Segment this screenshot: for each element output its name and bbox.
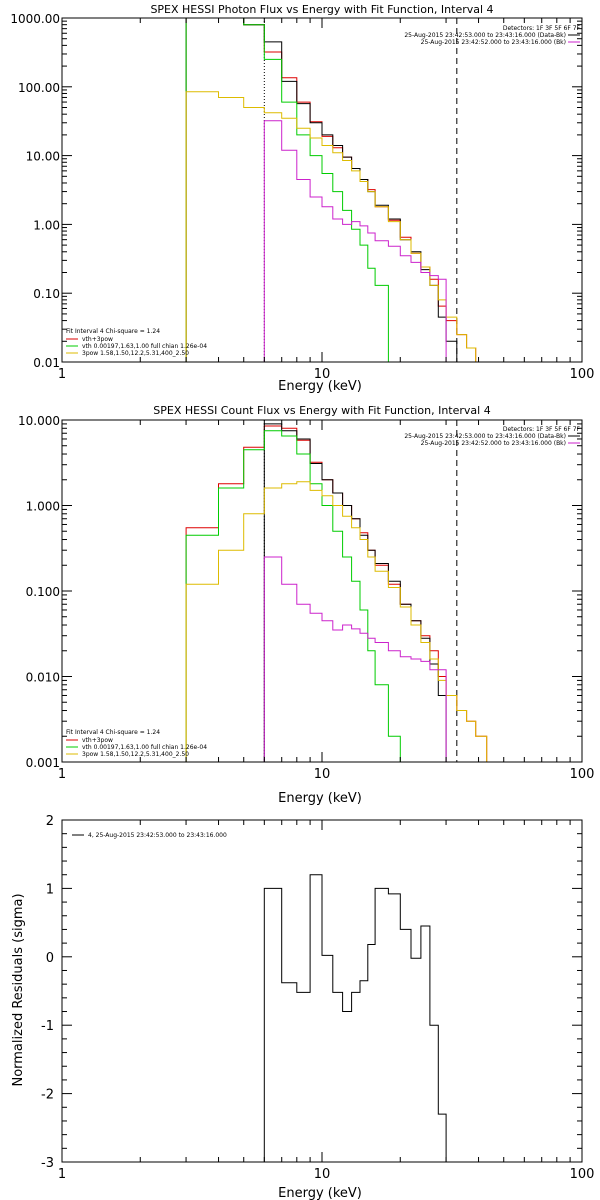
count-fit-legend: Fit Interval 4 Chi-square = 1.24 vth+3po…	[66, 729, 207, 758]
photon-x-tick-label: 100	[570, 367, 595, 382]
residuals-x-tick-label: 1	[58, 1167, 66, 1182]
photon-series-vth-thick	[185, 18, 488, 362]
residuals-y-tick-label: 1	[46, 882, 54, 897]
photon-y-tick-label: 100.00	[18, 81, 60, 95]
photon-title: SPEX HESSI Photon Flux vs Energy with Fi…	[150, 3, 493, 16]
photon-x-label: Energy (keV)	[278, 379, 362, 394]
count-interval-legend: 25-Aug-2015 23:42:53.000 to 23:43:16.000…	[404, 433, 580, 447]
count-y-tick-label: 0.100	[26, 585, 60, 599]
photon-y-tick-label: 1000.00	[10, 12, 60, 26]
residuals-series-residuals	[263, 874, 447, 1162]
count-detectors-text: Detectors: 1F 3F 5F 6F 7F	[503, 426, 581, 433]
residuals-y-tick-label: -3	[41, 1156, 54, 1171]
count-y-tick-label: 0.001	[26, 756, 60, 770]
count-series-data	[263, 423, 447, 762]
count-series-vth-thick	[185, 425, 488, 762]
photon-y-tick-label: 0.01	[33, 356, 60, 370]
photon-y-tick-label: 0.10	[33, 287, 60, 301]
count-series-bk	[263, 556, 447, 762]
photon-y-tick-label: 1.00	[33, 218, 60, 232]
residuals-y-tick-label: 2	[46, 814, 54, 829]
count-fit-header: Fit Interval 4 Chi-square = 1.24	[66, 729, 160, 736]
photon-interval-legend: 25-Aug-2015 23:42:53.000 to 23:43:16.000…	[404, 32, 580, 46]
photon-flux-panel: SPEX HESSI Photon Flux vs Energy with Fi…	[10, 3, 595, 394]
residuals-x-tick-label: 10	[314, 1167, 331, 1182]
residuals-x-tick-label: 100	[570, 1167, 595, 1182]
count-x-tick-label: 1	[58, 767, 66, 782]
count-interval-line-1: 25-Aug-2015 23:42:53.000 to 23:43:16.000…	[404, 433, 566, 440]
residuals-legend-text: 4, 25-Aug-2015 23:42:53.000 to 23:43:16.…	[88, 832, 227, 839]
count-series-3pow	[185, 481, 488, 762]
count-y-tick-label: 1.000	[26, 500, 60, 514]
photon-series-vth	[185, 18, 389, 362]
photon-legend-3pow: 3pow 1.58,1.50,12.2,5.31,400_2.50	[82, 350, 189, 357]
count-series-vth	[185, 430, 401, 762]
residuals-y-tick-label: -1	[41, 1019, 54, 1034]
count-title: SPEX HESSI Count Flux vs Energy with Fit…	[153, 404, 490, 417]
count-flux-panel: SPEX HESSI Count Flux vs Energy with Fit…	[18, 404, 595, 806]
photon-detectors-text: Detectors: 1F 3F 5F 6F 7F	[503, 25, 581, 32]
residuals-plot-frame	[61, 819, 583, 1163]
photon-y-tick-label: 10.00	[26, 150, 60, 164]
photon-x-tick-label: 1	[58, 367, 66, 382]
residuals-panel: 1 10 100 -3 -2 -1 0 1 2 Energy (keV) Normalized …	[11, 814, 594, 1200]
photon-series-data	[185, 18, 458, 362]
photon-fit-legend: Fit Interval 4 Chi-square = 1.24 vth+3po…	[66, 328, 207, 357]
count-legend-vth-thick: vth+3pow	[82, 737, 113, 744]
count-legend-vth: vth 0.00197,1.63,1.00 full chian 1.26e-0…	[82, 744, 207, 751]
residuals-y-tick-label: -2	[41, 1088, 54, 1103]
count-x-tick-label: 100	[570, 767, 595, 782]
residuals-y-tick-label: 0	[46, 951, 54, 966]
count-y-tick-label: 10.000	[18, 414, 60, 428]
count-interval-line-2: 25-Aug-2015 23:42:52.000 to 23:43:16.000…	[421, 440, 566, 447]
photon-legend-vth-thick: vth+3pow	[82, 336, 113, 343]
photon-interval-line-1: 25-Aug-2015 23:42:53.000 to 23:43:16.000…	[404, 32, 566, 39]
count-x-label: Energy (keV)	[278, 791, 362, 806]
photon-fit-header: Fit Interval 4 Chi-square = 1.24	[66, 328, 160, 335]
photon-legend-vth: vth 0.00197,1.63,1.00 full chian 1.26e-0…	[82, 343, 207, 350]
residuals-y-label: Normalized Residuals (sigma)	[11, 893, 26, 1086]
residuals-legend: 4, 25-Aug-2015 23:42:53.000 to 23:43:16.…	[72, 832, 227, 839]
photon-series-3pow	[185, 91, 488, 362]
count-y-tick-label: 0.010	[26, 671, 60, 685]
count-legend-3pow: 3pow 1.58,1.50,12.2,5.31,400_2.50	[82, 751, 189, 758]
photon-plot-frame	[61, 17, 583, 363]
count-x-tick-label: 10	[314, 767, 331, 782]
photon-series-bk	[263, 120, 447, 362]
residuals-x-label: Energy (keV)	[278, 1186, 362, 1200]
photon-interval-line-2: 25-Aug-2015 23:42:52.000 to 23:43:16.000…	[421, 39, 566, 46]
photon-x-tick-label: 10	[314, 367, 331, 382]
